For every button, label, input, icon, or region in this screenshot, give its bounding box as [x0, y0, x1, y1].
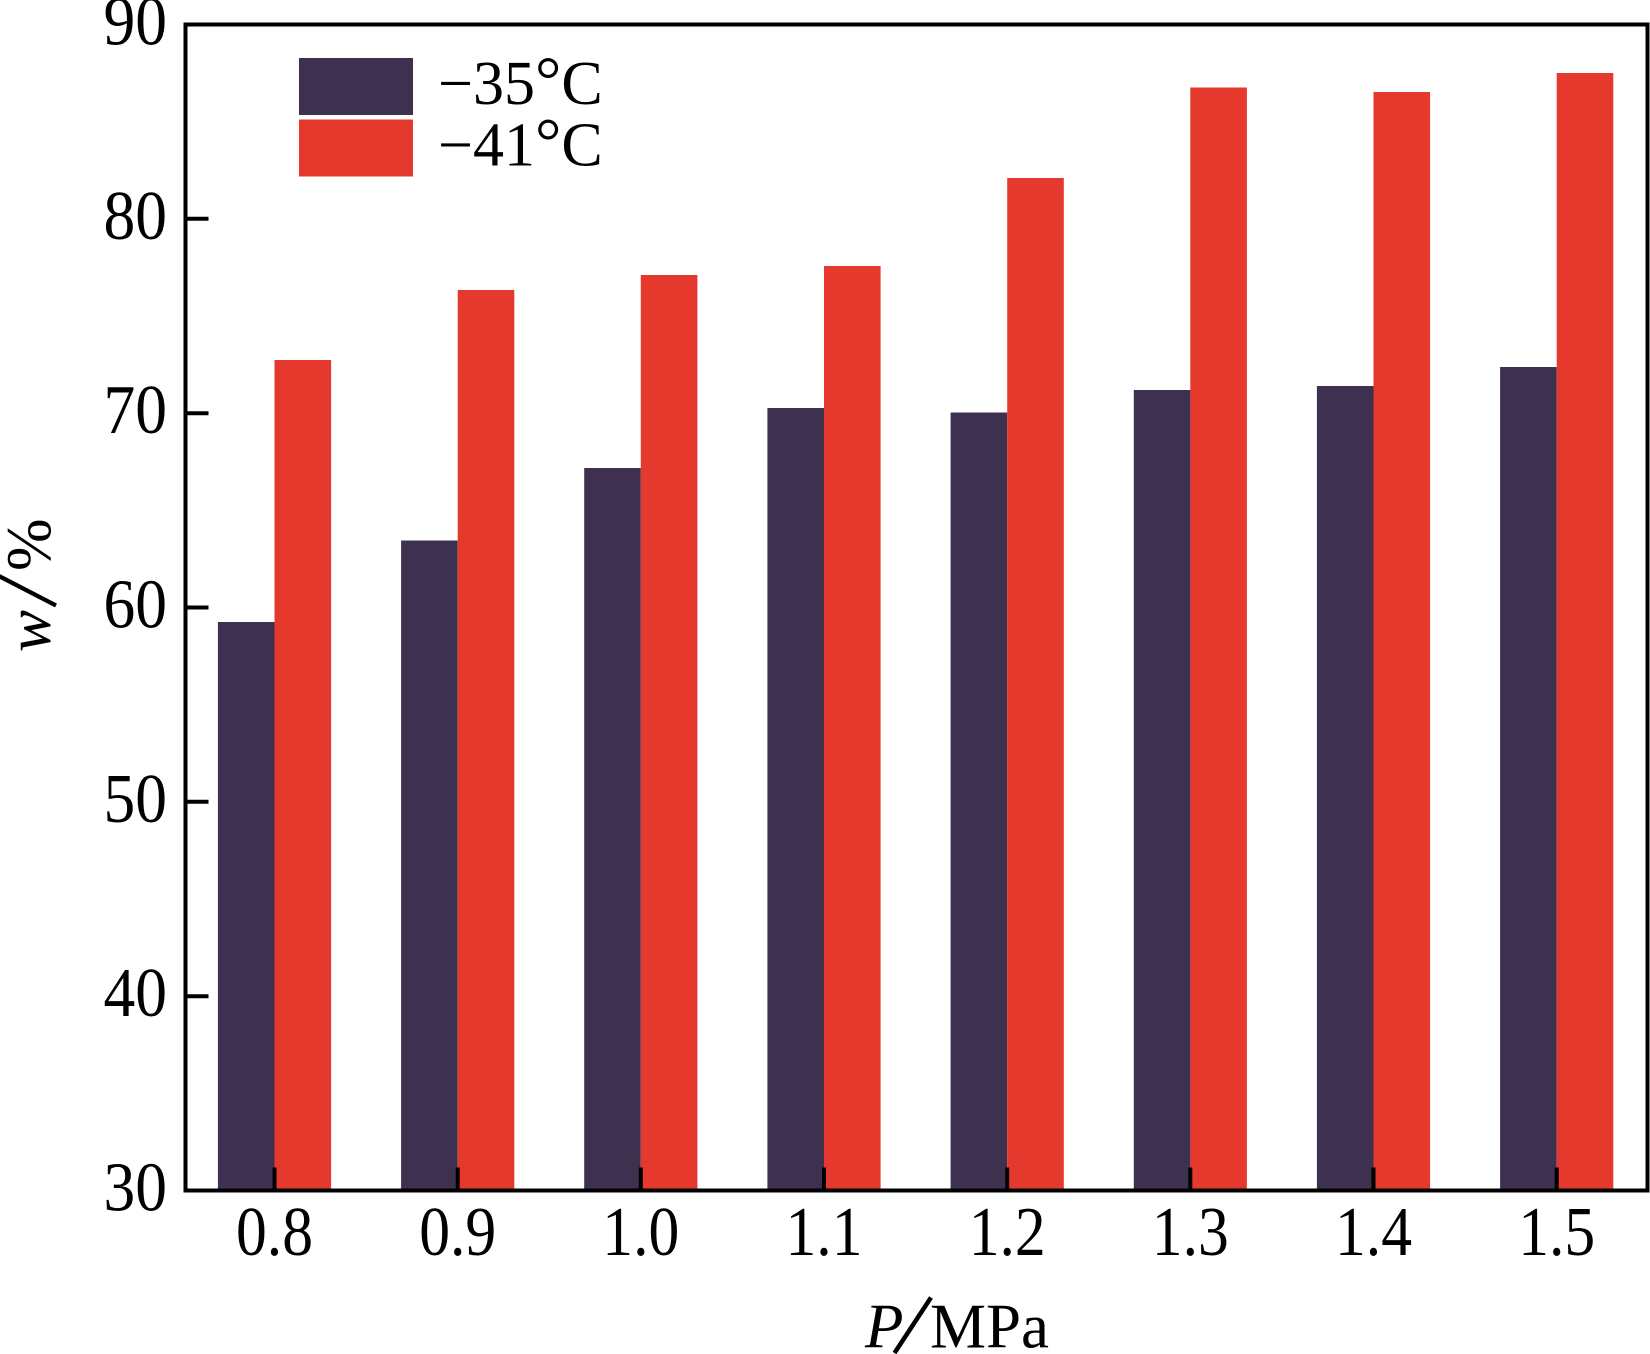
svg-text:1.1: 1.1	[786, 1194, 863, 1271]
svg-text:0.9: 0.9	[419, 1194, 496, 1271]
svg-text:90: 90	[104, 0, 168, 61]
svg-text:40: 40	[104, 955, 168, 1032]
svg-text:1.0: 1.0	[602, 1194, 679, 1271]
svg-text:1.4: 1.4	[1335, 1194, 1412, 1271]
svg-text:P: P	[864, 1292, 903, 1354]
svg-text:%: %	[0, 519, 64, 571]
svg-text:70: 70	[104, 372, 168, 449]
svg-text:1.3: 1.3	[1152, 1194, 1229, 1271]
svg-text:30: 30	[104, 1150, 168, 1227]
svg-text:80: 80	[104, 178, 168, 255]
svg-text:0.8: 0.8	[236, 1194, 313, 1271]
svg-text:w: w	[0, 610, 64, 652]
svg-text:1.2: 1.2	[969, 1194, 1046, 1271]
svg-text:50: 50	[104, 761, 168, 838]
svg-text:1.5: 1.5	[1518, 1194, 1595, 1271]
svg-text:−41°C: −41°C	[438, 106, 603, 180]
svg-text:MPa: MPa	[930, 1292, 1049, 1354]
svg-text:−35°C: −35°C	[438, 44, 603, 118]
svg-text:60: 60	[104, 567, 168, 644]
